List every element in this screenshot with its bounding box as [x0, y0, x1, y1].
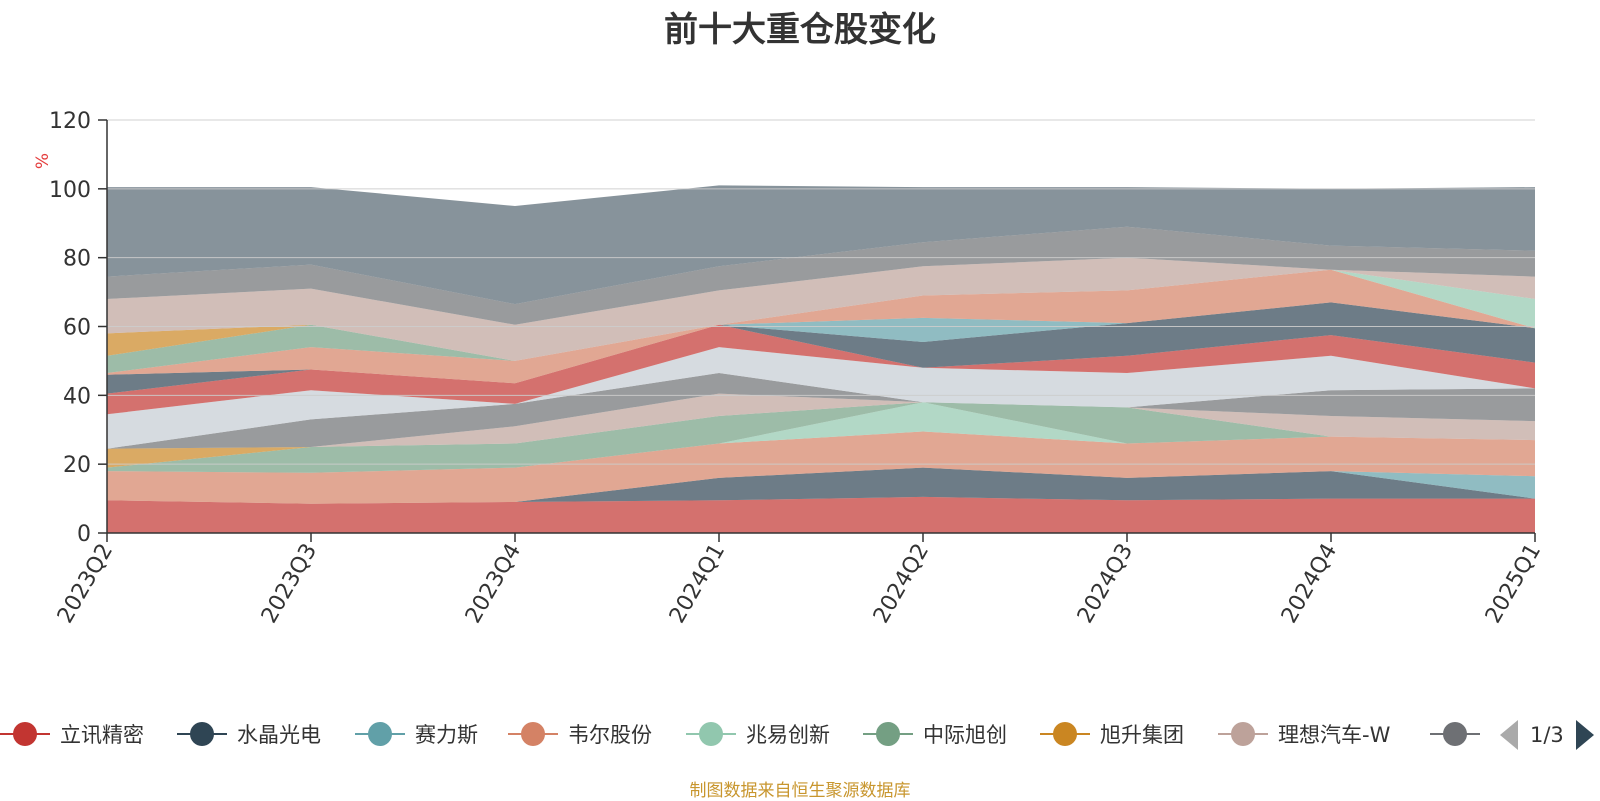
x-tick-label: 2024Q3 — [1073, 540, 1138, 628]
y-tick-label: 0 — [77, 522, 91, 547]
legend-item[interactable]: 理想汽车-W — [1218, 714, 1390, 754]
x-tick-label: 2023Q3 — [257, 540, 322, 628]
legend: 立讯精密 水晶光电 赛力斯 韦尔股份 兆易创新 中际旭创 旭升集团 理想汽车-W — [0, 714, 1600, 754]
y-tick-label: 20 — [63, 453, 91, 478]
x-tick-label: 2024Q1 — [665, 540, 730, 628]
area-band-14 — [107, 269, 1535, 384]
legend-item[interactable]: 立讯精密 — [0, 714, 144, 754]
legend-swatch — [0, 721, 50, 747]
area-band-11 — [107, 324, 1535, 415]
legend-label: 立讯精密 — [60, 723, 144, 747]
area-band-12 — [107, 302, 1535, 394]
area-band-2 — [107, 467, 1535, 504]
y-tick-label: 80 — [63, 247, 91, 272]
x-tick-label: 2025Q1 — [1481, 540, 1546, 628]
legend-swatch — [1218, 721, 1268, 747]
legend-swatch — [1430, 721, 1480, 747]
legend-pager: 1/3 — [1500, 718, 1594, 752]
legend-label: 韦尔股份 — [568, 723, 652, 747]
legend-item[interactable]: 兆易创新 — [686, 714, 830, 754]
legend-item[interactable]: 水晶光电 — [177, 714, 321, 754]
y-tick-label: 60 — [63, 316, 91, 341]
y-tick-label: 120 — [49, 109, 91, 134]
area-band-18 — [107, 257, 1535, 361]
area-band-5 — [107, 402, 1535, 473]
pager-page-indicator: 1/3 — [1530, 723, 1564, 747]
area-band-9 — [107, 373, 1535, 449]
legend-swatch — [686, 721, 736, 747]
area-band-8 — [107, 393, 1535, 449]
legend-label: 中际旭创 — [923, 723, 1007, 747]
source-note: 制图数据来自恒生聚源数据库 — [689, 781, 911, 801]
grid-lines — [107, 119, 1535, 465]
x-tick-label: 2024Q2 — [869, 540, 934, 628]
legend-label: 旭升集团 — [1100, 723, 1184, 747]
legend-label: 兆易创新 — [746, 723, 830, 747]
chart-title: 前十大重仓股变化 — [664, 10, 936, 50]
pager-prev-icon[interactable] — [1500, 720, 1518, 750]
y-axis-label: % — [33, 153, 53, 169]
area-band-19 — [107, 226, 1535, 325]
legend-swatch — [355, 721, 405, 747]
pager-next-icon[interactable] — [1575, 720, 1594, 750]
legend-swatch — [508, 721, 558, 747]
area-band-15 — [107, 269, 1535, 373]
y-tick-label: 40 — [63, 384, 91, 409]
legend-label: 赛力斯 — [415, 723, 478, 747]
legend-swatch — [1040, 721, 1090, 747]
area-band-1 — [107, 496, 1535, 533]
x-tick-label: 2023Q2 — [53, 540, 118, 628]
legend-label: 水晶光电 — [237, 723, 321, 747]
x-tick-label: 2023Q4 — [461, 540, 526, 628]
legend-item[interactable]: 中际旭创 — [863, 714, 1007, 754]
area-band-10 — [107, 347, 1535, 449]
x-tick-label: 2024Q4 — [1277, 540, 1342, 628]
stacked-area-chart: 0 20 40 60 80 100 120 2023Q2 2023Q3 2023Q4 2024Q1 2… — [33, 109, 1546, 628]
y-tick-label: 100 — [49, 178, 91, 203]
legend-swatch — [863, 721, 913, 747]
legend-item[interactable]: 赛力斯 — [355, 714, 478, 754]
area-band-6 — [107, 402, 1535, 473]
area-bands — [107, 185, 1535, 533]
legend-item[interactable]: 韦尔股份 — [508, 714, 652, 754]
legend-item[interactable]: 旭升集团 — [1040, 714, 1184, 754]
area-band-4 — [107, 431, 1535, 504]
area-band-20 — [107, 185, 1535, 305]
legend-swatch — [177, 721, 227, 747]
legend-item[interactable] — [1430, 714, 1490, 754]
legend-label: 理想汽车-W — [1278, 723, 1391, 747]
